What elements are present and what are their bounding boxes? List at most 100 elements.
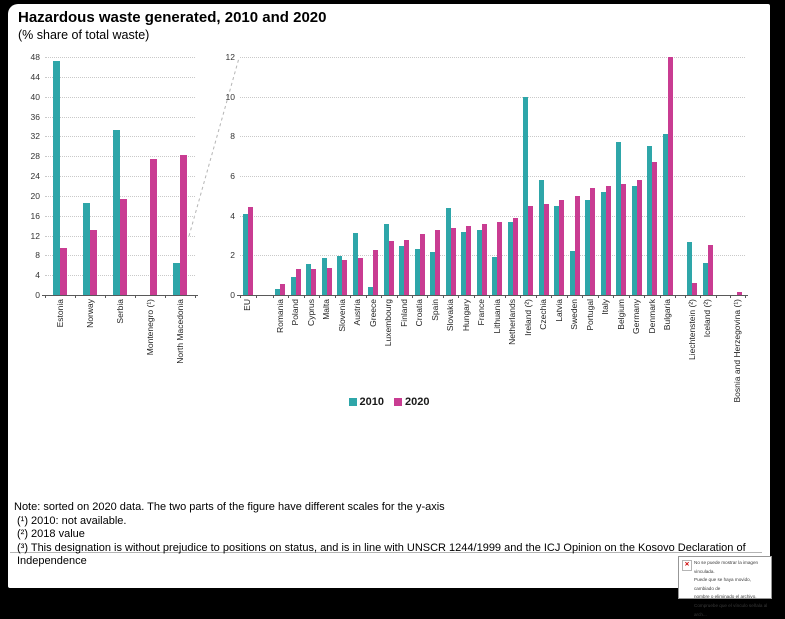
- x-axis-label: Latvia: [553, 299, 564, 322]
- x-axis-label: Bulgaria: [662, 299, 672, 331]
- broken-image-text-line: Puede que se haya movido, cambiado de: [694, 577, 751, 591]
- footnote-line: (³) This designation is without prejudic…: [17, 541, 746, 568]
- x-tick: [240, 295, 241, 298]
- bar-2020-Netherlands: [512, 217, 518, 295]
- x-axis-label: Greece: [367, 299, 378, 327]
- x-tick: [165, 295, 166, 298]
- x-axis-label: Iceland (²): [702, 299, 713, 338]
- bar-2010-Luxembourg: [383, 223, 389, 295]
- x-tick: [105, 295, 106, 298]
- broken-image-text-line: nombre o eliminado el archivo.: [694, 594, 757, 600]
- x-axis-label: Estonia: [54, 299, 65, 328]
- gridline: [45, 176, 195, 177]
- bar-2010-Poland: [290, 277, 296, 295]
- x-tick: [45, 295, 46, 298]
- x-tick: [288, 295, 289, 298]
- x-axis-label: Ireland (²): [522, 299, 533, 336]
- y-tick-label: 8: [35, 250, 40, 261]
- x-tick: [535, 295, 537, 298]
- chart-title: Hazardous waste generated, 2010 and 2020: [18, 9, 327, 26]
- x-axis-label: Denmark: [646, 299, 657, 334]
- note-line: Note: sorted on 2020 data. The two parts…: [14, 501, 445, 513]
- bar-2010-Sweden: [569, 251, 575, 295]
- bar-2010-Spain: [430, 252, 436, 295]
- bar-2010-Latvia: [554, 205, 560, 295]
- bar-2020-Luxembourg: [388, 241, 394, 295]
- y-tick-label: 12: [30, 230, 40, 241]
- bar-2020-Serbia: [120, 199, 127, 295]
- bar-2020-Bosnia and Herzegovina (¹): [737, 292, 743, 295]
- gridline: [45, 76, 195, 78]
- x-tick: [473, 295, 475, 298]
- bar-2020-Romania: [280, 284, 286, 295]
- x-axis-label: Austria: [352, 299, 363, 326]
- bar-2020-Estonia: [60, 247, 67, 295]
- bar-2010-Greece: [368, 287, 374, 295]
- y-tick-label: 6: [230, 171, 235, 181]
- y-tick-label: 2: [230, 250, 235, 261]
- x-axis-label: Malta: [321, 299, 332, 320]
- bar-2010-Slovakia: [445, 207, 451, 295]
- x-axis-label: Germany: [631, 299, 642, 334]
- bar-2020-Malta: [326, 268, 332, 295]
- x-tick: [729, 295, 731, 298]
- x-tick: [520, 295, 522, 298]
- y-tick-label: 48: [30, 52, 40, 62]
- x-axis-label: Belgium: [615, 299, 626, 330]
- bar-2020-EU: [247, 206, 253, 295]
- x-tick: [613, 295, 615, 298]
- legend-label-2010: 2010: [359, 396, 384, 408]
- chart-panel-left: 0 4 8 12 16 20 24 28 32 36 40 44 48 Estonia Norway Serb…: [31, 52, 198, 364]
- gridline: [45, 136, 195, 138]
- bar-2010-Belgium: [616, 142, 622, 295]
- bar-2020-Finland: [404, 239, 410, 295]
- legend-swatch-2020-icon: [394, 398, 402, 406]
- bar-2020-Ireland (²): [528, 205, 534, 295]
- x-axis-label: Poland: [290, 299, 301, 326]
- x-tick: [396, 295, 398, 298]
- x-tick: [272, 295, 274, 298]
- bar-2020-Italy: [605, 185, 611, 295]
- x-tick: [659, 295, 661, 298]
- broken-image-text-line: No se puede mostrar la imagen vinculada.: [694, 560, 759, 574]
- bar-2010-Liechtenstein (²): [687, 242, 693, 295]
- broken-image-text-line: Compruebe que el vínculo señala al arch.…: [694, 602, 768, 617]
- x-tick: [458, 295, 460, 298]
- bar-2020-Spain: [435, 229, 441, 295]
- x-tick: [644, 295, 646, 298]
- x-tick: [582, 295, 584, 298]
- x-axis-label: Finland: [398, 299, 409, 327]
- bar-2020-Latvia: [559, 199, 565, 295]
- y-tick-label: 12: [225, 52, 235, 62]
- x-axis-label: Romania: [274, 299, 285, 334]
- bar-2010-Iceland (²): [702, 263, 708, 295]
- legend-item-2010: 2010: [348, 396, 384, 408]
- x-tick: [381, 295, 382, 298]
- bar-2010-France: [476, 229, 482, 295]
- bar-2020-Croatia: [419, 233, 425, 295]
- x-tick: [628, 295, 630, 298]
- x-tick: [597, 295, 599, 298]
- y-tick-label: 8: [230, 131, 235, 142]
- footnote-line: (²) 2018 value: [17, 528, 85, 540]
- x-axis-label: EU: [242, 299, 253, 311]
- gridline: [240, 215, 745, 217]
- bar-2010-Cyprus: [306, 264, 312, 295]
- x-tick: [365, 295, 367, 298]
- bar-2020-Belgium: [621, 183, 627, 295]
- bar-2010-Austria: [352, 232, 358, 295]
- x-axis-label: North Macedonia: [174, 299, 185, 364]
- gridline: [45, 195, 195, 197]
- x-tick: [489, 295, 491, 298]
- bar-2010-Ireland (²): [523, 96, 529, 295]
- y-tick-label: 28: [30, 151, 40, 162]
- x-tick: [350, 295, 351, 298]
- x-tick: [303, 295, 305, 298]
- x-tick: [255, 295, 257, 298]
- legend-swatch-2010-icon: [348, 398, 357, 406]
- x-tick: [745, 295, 746, 298]
- red-x-icon: ✕: [682, 560, 692, 571]
- bar-2020-Sweden: [574, 195, 580, 295]
- bar-2020-Cyprus: [311, 269, 317, 295]
- bar-2010-Croatia: [414, 249, 420, 295]
